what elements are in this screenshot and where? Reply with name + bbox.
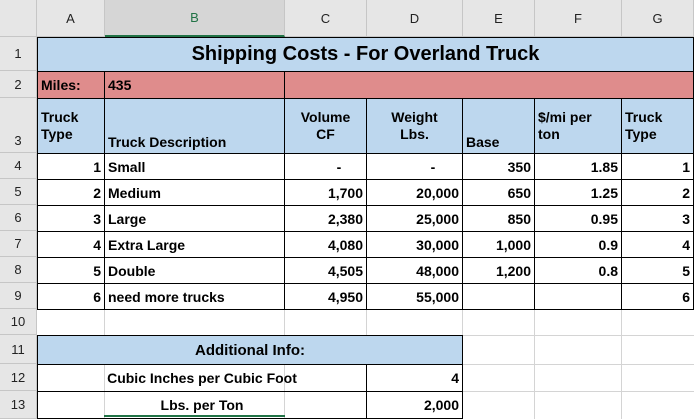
header-weight-line2: Lbs. bbox=[400, 126, 429, 142]
row-header-12[interactable]: 12 bbox=[0, 364, 37, 391]
additional-info-value[interactable]: 4 bbox=[366, 364, 463, 392]
cell-base[interactable] bbox=[462, 283, 535, 310]
header-truck-type-g[interactable]: Truck Type bbox=[621, 98, 694, 154]
header-truck-type-g-line2: Type bbox=[625, 126, 657, 142]
row-header-13[interactable]: 13 bbox=[0, 391, 37, 419]
cell-volume[interactable]: 4,950 bbox=[284, 283, 367, 310]
header-per-mile[interactable]: $/mi per ton bbox=[534, 98, 622, 154]
miles-label[interactable]: Miles: bbox=[37, 71, 105, 99]
cell-per-mile[interactable]: 0.95 bbox=[534, 205, 622, 232]
column-header-d[interactable]: D bbox=[367, 0, 463, 37]
cell-base[interactable]: 650 bbox=[462, 179, 535, 206]
cell-volume[interactable]: 1,700 bbox=[284, 179, 367, 206]
cell-truck-type[interactable]: 6 bbox=[37, 283, 105, 310]
cell-per-mile[interactable]: 0.8 bbox=[534, 257, 622, 284]
cell-volume[interactable]: - bbox=[284, 153, 367, 180]
cell-per-mile[interactable]: 1.25 bbox=[534, 179, 622, 206]
header-volume[interactable]: Volume CF bbox=[284, 98, 367, 154]
gridline bbox=[463, 391, 694, 392]
cell-base[interactable]: 1,200 bbox=[462, 257, 535, 284]
header-per-mile-line1: $/mi per bbox=[538, 109, 592, 125]
row-header-9[interactable]: 9 bbox=[0, 283, 37, 309]
cell-truck-type[interactable]: 1 bbox=[37, 153, 105, 180]
cell-truck-type[interactable]: 5 bbox=[37, 257, 105, 284]
column-header-a[interactable]: A bbox=[37, 0, 105, 37]
header-weight-line1: Weight bbox=[391, 109, 438, 125]
cell-truck-description[interactable]: Double bbox=[104, 257, 285, 284]
cell-truck-description[interactable]: need more trucks bbox=[104, 283, 285, 310]
row-header-2[interactable]: 2 bbox=[0, 71, 37, 98]
miles-value[interactable]: 435 bbox=[104, 71, 285, 99]
cell-truck-type-g[interactable]: 5 bbox=[621, 257, 694, 284]
cell-weight[interactable]: - bbox=[366, 153, 463, 180]
cell-truck-description[interactable]: Medium bbox=[104, 179, 285, 206]
row-header-10[interactable]: 10 bbox=[0, 309, 37, 335]
cell-volume[interactable]: 4,080 bbox=[284, 231, 367, 258]
row-header-6[interactable]: 6 bbox=[0, 205, 37, 231]
select-all-corner[interactable] bbox=[0, 0, 37, 37]
cell-weight[interactable]: 55,000 bbox=[366, 283, 463, 310]
row-header-8[interactable]: 8 bbox=[0, 257, 37, 283]
cell-truck-description[interactable]: Extra Large bbox=[104, 231, 285, 258]
cell-per-mile[interactable]: 0.9 bbox=[534, 231, 622, 258]
cell-truck-type-g[interactable]: 4 bbox=[621, 231, 694, 258]
header-volume-line2: CF bbox=[316, 126, 335, 142]
column-header-f[interactable]: F bbox=[535, 0, 622, 37]
sheet-title[interactable]: Shipping Costs - For Overland Truck bbox=[37, 37, 694, 72]
row-header-3[interactable]: 3 bbox=[0, 98, 37, 153]
cell-base[interactable]: 850 bbox=[462, 205, 535, 232]
cell-weight[interactable]: 48,000 bbox=[366, 257, 463, 284]
cell-truck-type[interactable]: 4 bbox=[37, 231, 105, 258]
cell-truck-description[interactable]: Small bbox=[104, 153, 285, 180]
header-truck-type-line2: Type bbox=[41, 126, 73, 142]
header-description[interactable]: Truck Description bbox=[104, 98, 285, 154]
additional-info-label[interactable]: Cubic Inches per Cubic Foot bbox=[37, 364, 367, 392]
row-header-7[interactable]: 7 bbox=[0, 231, 37, 257]
header-volume-line1: Volume bbox=[300, 109, 351, 125]
column-header-g[interactable]: G bbox=[622, 0, 694, 37]
header-weight[interactable]: Weight Lbs. bbox=[366, 98, 463, 154]
cell-volume[interactable]: 2,380 bbox=[284, 205, 367, 232]
header-base[interactable]: Base bbox=[462, 98, 535, 154]
cell-truck-type-g[interactable]: 1 bbox=[621, 153, 694, 180]
header-truck-type-g-line1: Truck bbox=[625, 109, 663, 125]
cell-weight[interactable]: 20,000 bbox=[366, 179, 463, 206]
cell-base[interactable]: 1,000 bbox=[462, 231, 535, 258]
cell-weight[interactable]: 25,000 bbox=[366, 205, 463, 232]
column-header-c[interactable]: C bbox=[285, 0, 367, 37]
row-header-5[interactable]: 5 bbox=[0, 179, 37, 205]
column-header-e[interactable]: E bbox=[463, 0, 535, 37]
row-header-1[interactable]: 1 bbox=[0, 37, 37, 71]
cell-volume[interactable]: 4,505 bbox=[284, 257, 367, 284]
gridline bbox=[463, 364, 694, 365]
cell-truck-type[interactable]: 3 bbox=[37, 205, 105, 232]
cell-base[interactable]: 350 bbox=[462, 153, 535, 180]
cell-weight[interactable]: 30,000 bbox=[366, 231, 463, 258]
row-header-4[interactable]: 4 bbox=[0, 153, 37, 179]
cell-truck-type[interactable]: 2 bbox=[37, 179, 105, 206]
cell-per-mile[interactable]: 1.85 bbox=[534, 153, 622, 180]
cell-truck-type-g[interactable]: 3 bbox=[621, 205, 694, 232]
cell-truck-type-g[interactable]: 6 bbox=[621, 283, 694, 310]
header-truck-type[interactable]: Truck Type bbox=[37, 98, 105, 154]
additional-info-value[interactable]: 2,000 bbox=[366, 391, 463, 419]
cell-truck-description[interactable]: Large bbox=[104, 205, 285, 232]
header-base-label: Base bbox=[466, 134, 500, 150]
cell-per-mile[interactable] bbox=[534, 283, 622, 310]
header-description-label: Truck Description bbox=[108, 134, 227, 150]
additional-info-title[interactable]: Additional Info: bbox=[37, 335, 463, 365]
cell-truck-type-g[interactable]: 2 bbox=[621, 179, 694, 206]
miles-fill[interactable] bbox=[284, 71, 694, 99]
row-header-11[interactable]: 11 bbox=[0, 335, 37, 364]
header-per-mile-line2: ton bbox=[538, 126, 560, 142]
column-header-b[interactable]: B bbox=[105, 0, 285, 37]
selected-cell-border bbox=[104, 415, 285, 419]
header-truck-type-line1: Truck bbox=[41, 109, 79, 125]
